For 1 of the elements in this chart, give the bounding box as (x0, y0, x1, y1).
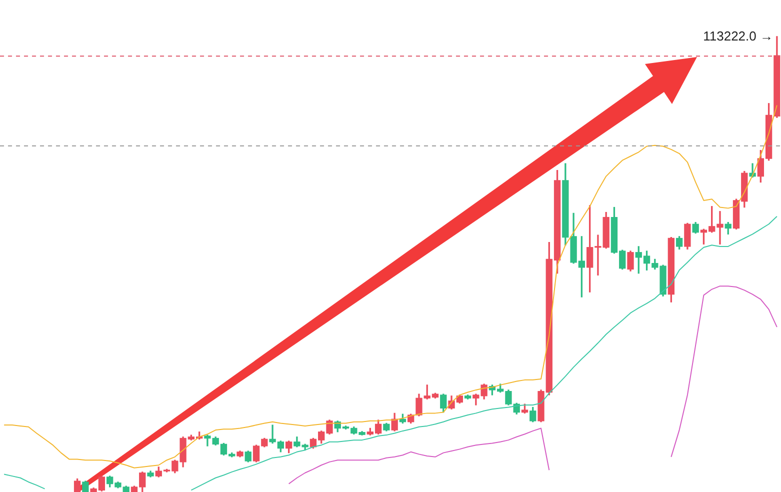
ref-line-label: 113222.0 → (703, 28, 773, 44)
